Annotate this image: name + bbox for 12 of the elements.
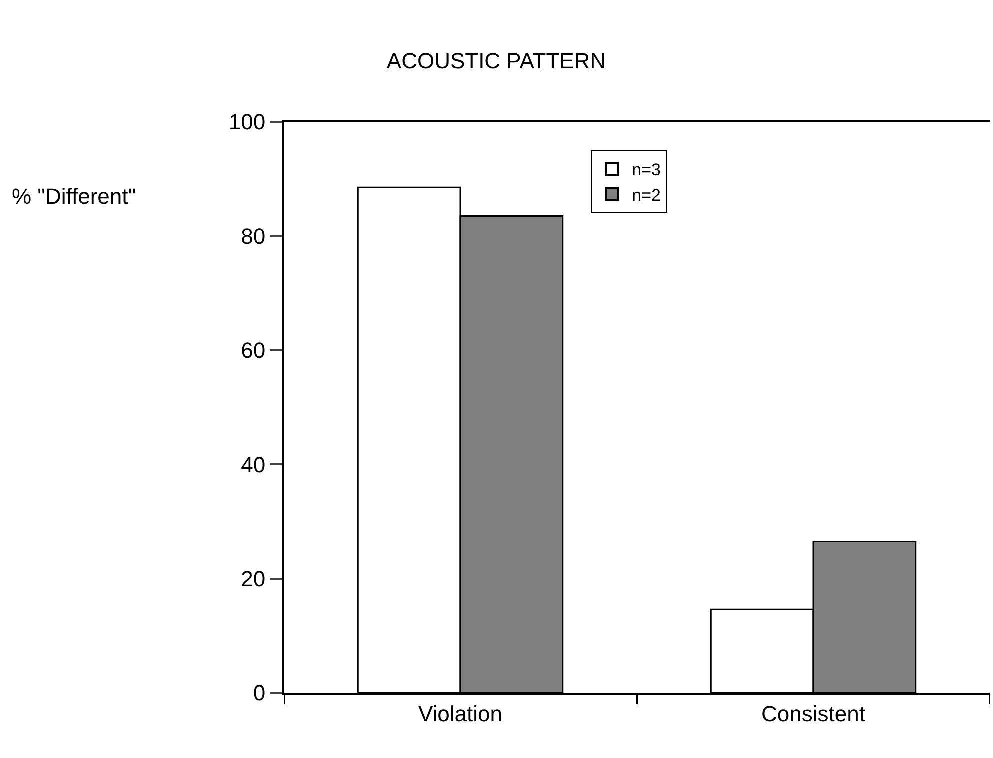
y-tick-label: 0 <box>253 680 266 706</box>
chart-title: ACOUSTIC PATTERN <box>386 48 606 74</box>
x-tick-label: Consistent <box>762 701 866 726</box>
legend-label: n=3 <box>632 160 661 180</box>
y-tick-label: 20 <box>241 566 266 592</box>
x-tick-label: Violation <box>418 701 502 726</box>
y-tick-label: 100 <box>228 110 266 135</box>
text: % "Different" <box>12 184 136 209</box>
y-tick-label: 60 <box>241 338 266 364</box>
y-tick-label: 80 <box>241 224 266 249</box>
legend-label: n=2 <box>632 186 661 205</box>
y-tick-label: 40 <box>241 452 266 478</box>
